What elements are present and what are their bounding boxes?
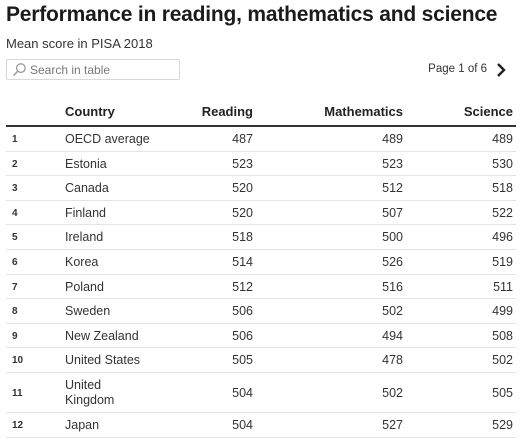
table-row: 2 Estonia 523 523 530 [6,152,516,177]
column-header-country[interactable]: Country [65,104,115,119]
row-country: United Kingdom [65,377,115,407]
row-reading-score: 506 [232,304,253,319]
row-rank: 8 [12,306,18,318]
row-science-score: 499 [492,304,513,319]
search-box[interactable] [6,59,180,80]
table-row: 10 United States 505 478 502 [6,348,516,373]
row-rank: 3 [12,183,18,195]
data-table: Country Reading Mathematics Science 1 OEC… [6,99,516,438]
row-country: Korea [65,254,99,269]
row-mathematics-score: 502 [382,385,403,400]
row-mathematics-score: 502 [382,304,403,319]
row-reading-score: 512 [232,279,253,294]
row-reading-score: 506 [232,328,253,343]
row-rank: 10 [12,355,24,367]
row-science-score: 511 [493,279,513,294]
row-reading-score: 514 [232,254,253,269]
row-reading-score: 523 [232,156,253,171]
row-reading-score: 487 [232,132,253,146]
row-country: Japan [65,417,100,432]
row-mathematics-score: 527 [382,417,403,432]
column-header-science[interactable]: Science [463,104,513,119]
row-rank: 4 [12,207,18,219]
row-rank: 6 [12,256,18,268]
column-header-mathematics[interactable]: Mathematics [324,104,403,119]
table-row: 7 Poland 512 516 511 [6,275,516,300]
row-country: United States [65,353,141,368]
pagination-label: Page 1 of 6 [428,63,487,75]
row-science-score: 518 [492,181,513,196]
row-science-score: 496 [492,230,513,245]
row-science-score: 529 [492,417,513,432]
row-rank: 11 [12,387,23,399]
table-row: 6 Korea 514 526 519 [6,250,516,275]
row-rank: 9 [12,330,18,342]
row-country: Estonia [65,156,107,171]
row-country: OECD average [65,132,150,146]
page-title: Performance in reading, mathematics and … [6,3,498,26]
row-science-score: 519 [492,254,513,269]
row-science-score: 530 [492,156,513,171]
row-mathematics-score: 507 [382,205,403,220]
search-icon [13,63,26,76]
row-science-score: 505 [492,385,513,400]
row-rank: 7 [12,281,18,293]
table-row: 5 Ireland 518 500 496 [6,225,516,250]
row-science-score: 489 [492,132,513,146]
table-row: 9 New Zealand 506 494 508 [6,324,516,349]
row-mathematics-score: 516 [382,279,403,294]
row-reading-score: 505 [232,353,253,368]
search-input[interactable] [30,61,175,78]
table-row: 4 Finland 520 507 522 [6,201,516,226]
row-rank: 5 [12,232,18,244]
row-reading-score: 504 [232,385,253,400]
row-country: Sweden [65,304,111,319]
row-science-score: 522 [492,205,513,220]
row-country: Ireland [65,230,104,245]
row-reading-score: 504 [232,417,253,432]
row-science-score: 502 [492,353,513,368]
row-rank: 12 [12,419,24,431]
row-mathematics-score: 526 [382,254,403,269]
table-row: 11 United Kingdom 504 502 505 [6,373,516,413]
table-row: 1 OECD average 487 489 489 [6,127,516,152]
table-row: 8 Sweden 506 502 499 [6,299,516,324]
table-body: 1 OECD average 487 489 489 2 Estonia 523 523 530 3… [6,127,516,438]
row-rank: 1 [12,134,18,145]
row-reading-score: 518 [232,230,253,245]
row-mathematics-score: 478 [382,353,403,368]
page-subtitle: Mean score in PISA 2018 [6,36,153,51]
row-mathematics-score: 523 [382,156,403,171]
row-country: Finland [65,205,106,220]
table-row: 12 Japan 504 527 529 [6,413,516,438]
row-mathematics-score: 500 [382,230,403,245]
row-reading-score: 520 [232,205,253,220]
row-country: New Zealand [65,328,139,343]
column-header-reading[interactable]: Reading [201,104,253,119]
chevron-right-icon[interactable] [494,62,508,78]
table-row: 3 Canada 520 512 518 [6,176,516,201]
row-rank: 2 [12,158,18,170]
row-mathematics-score: 512 [382,181,403,196]
row-mathematics-score: 494 [382,328,403,343]
row-science-score: 508 [492,328,513,343]
row-mathematics-score: 489 [382,132,403,146]
row-reading-score: 520 [232,181,253,196]
row-country: Poland [65,279,104,294]
row-country: Canada [65,181,109,196]
table-header-row: Country Reading Mathematics Science [6,99,516,127]
